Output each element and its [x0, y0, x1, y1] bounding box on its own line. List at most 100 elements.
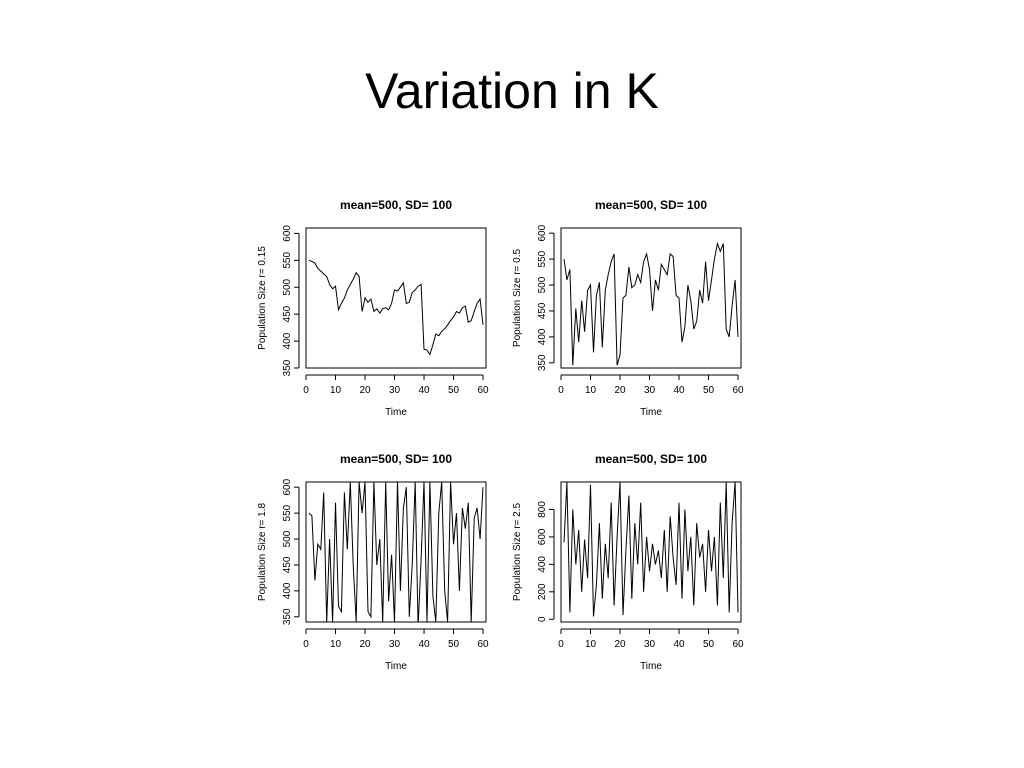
data-point: [587, 290, 588, 291]
data-point: [373, 311, 374, 312]
data-point: [655, 279, 656, 280]
data-point: [320, 271, 321, 272]
data-point: [403, 507, 404, 508]
data-point: [400, 287, 401, 288]
data-point: [640, 502, 641, 503]
data-point: [608, 274, 609, 275]
data-point: [664, 529, 665, 530]
x-tick-label: 40: [418, 385, 430, 396]
data-point: [690, 300, 691, 301]
data-point: [353, 564, 354, 565]
data-point: [646, 536, 647, 537]
data-point: [429, 481, 430, 482]
data-point: [584, 539, 585, 540]
data-point: [379, 538, 380, 539]
x-tick-label: 60: [477, 385, 489, 396]
data-point: [617, 536, 618, 537]
data-point: [587, 578, 588, 579]
data-point: [379, 313, 380, 314]
data-point: [681, 342, 682, 343]
data-point: [344, 492, 345, 493]
data-point: [667, 591, 668, 592]
data-point: [667, 274, 668, 275]
data-point: [482, 487, 483, 488]
data-point: [705, 591, 706, 592]
data-point: [678, 297, 679, 298]
data-point: [684, 326, 685, 327]
data-point: [388, 309, 389, 310]
data-point: [687, 571, 688, 572]
data-point: [308, 513, 309, 514]
x-tick-label: 30: [389, 385, 401, 396]
data-point: [637, 564, 638, 565]
data-point: [359, 276, 360, 277]
data-point: [593, 616, 594, 617]
data-point: [693, 329, 694, 330]
data-point: [614, 605, 615, 606]
data-point: [699, 557, 700, 558]
y-axis-label: Population Size r= 2.5: [512, 503, 523, 602]
data-point: [658, 550, 659, 551]
y-tick-label: 350: [282, 359, 293, 376]
data-point: [566, 279, 567, 280]
y-tick-label: 550: [537, 250, 548, 267]
data-point: [726, 329, 727, 330]
y-tick-label: 450: [537, 302, 548, 319]
data-point: [441, 331, 442, 332]
data-point: [314, 580, 315, 581]
data-point: [735, 481, 736, 482]
data-point: [482, 324, 483, 325]
data-point: [732, 305, 733, 306]
data-point: [432, 596, 433, 597]
x-axis-label: Time: [640, 407, 662, 418]
x-tick-label: 60: [477, 639, 489, 650]
x-axis-label: Time: [385, 661, 407, 672]
y-tick-label: 450: [282, 556, 293, 573]
data-point: [652, 543, 653, 544]
x-tick-label: 60: [732, 639, 744, 650]
y-tick-label: 200: [537, 583, 548, 600]
data-point: [441, 481, 442, 482]
x-tick-label: 50: [448, 385, 460, 396]
chart-panel-3: mean=500, SD= 100 0 10 20 30 40 50 60 Time 350 400…: [257, 452, 489, 672]
data-point: [631, 598, 632, 599]
data-point: [426, 350, 427, 351]
data-point: [426, 621, 427, 622]
data-point: [323, 492, 324, 493]
data-point: [320, 549, 321, 550]
slide-title: Variation in K: [365, 63, 659, 119]
data-point: [684, 509, 685, 510]
x-tick-label: 30: [389, 639, 401, 650]
data-point: [412, 564, 413, 565]
data-point: [480, 299, 481, 300]
data-point: [394, 621, 395, 622]
data-point: [353, 279, 354, 280]
y-tick-label: 600: [537, 224, 548, 241]
x-axis-label: Time: [640, 661, 662, 672]
data-point: [596, 295, 597, 296]
y-tick-label: 400: [282, 332, 293, 349]
y-tick-label: 400: [537, 328, 548, 345]
data-point: [664, 269, 665, 270]
data-point: [418, 621, 419, 622]
data-point: [619, 481, 620, 482]
data-point: [717, 605, 718, 606]
data-point: [634, 523, 635, 524]
chart-title: mean=500, SD= 100: [595, 452, 707, 466]
data-point: [572, 509, 573, 510]
data-point: [332, 288, 333, 289]
x-tick-label: 10: [585, 639, 597, 650]
data-point: [676, 295, 677, 296]
data-point: [702, 303, 703, 304]
data-point: [356, 272, 357, 273]
data-point: [370, 616, 371, 617]
data-point: [326, 621, 327, 622]
data-point: [350, 284, 351, 285]
data-point: [693, 605, 694, 606]
data-point: [723, 243, 724, 244]
data-point: [391, 554, 392, 555]
data-point: [622, 297, 623, 298]
data-point: [406, 487, 407, 488]
x-tick-label: 40: [673, 639, 685, 650]
plot-frame: [305, 481, 487, 623]
